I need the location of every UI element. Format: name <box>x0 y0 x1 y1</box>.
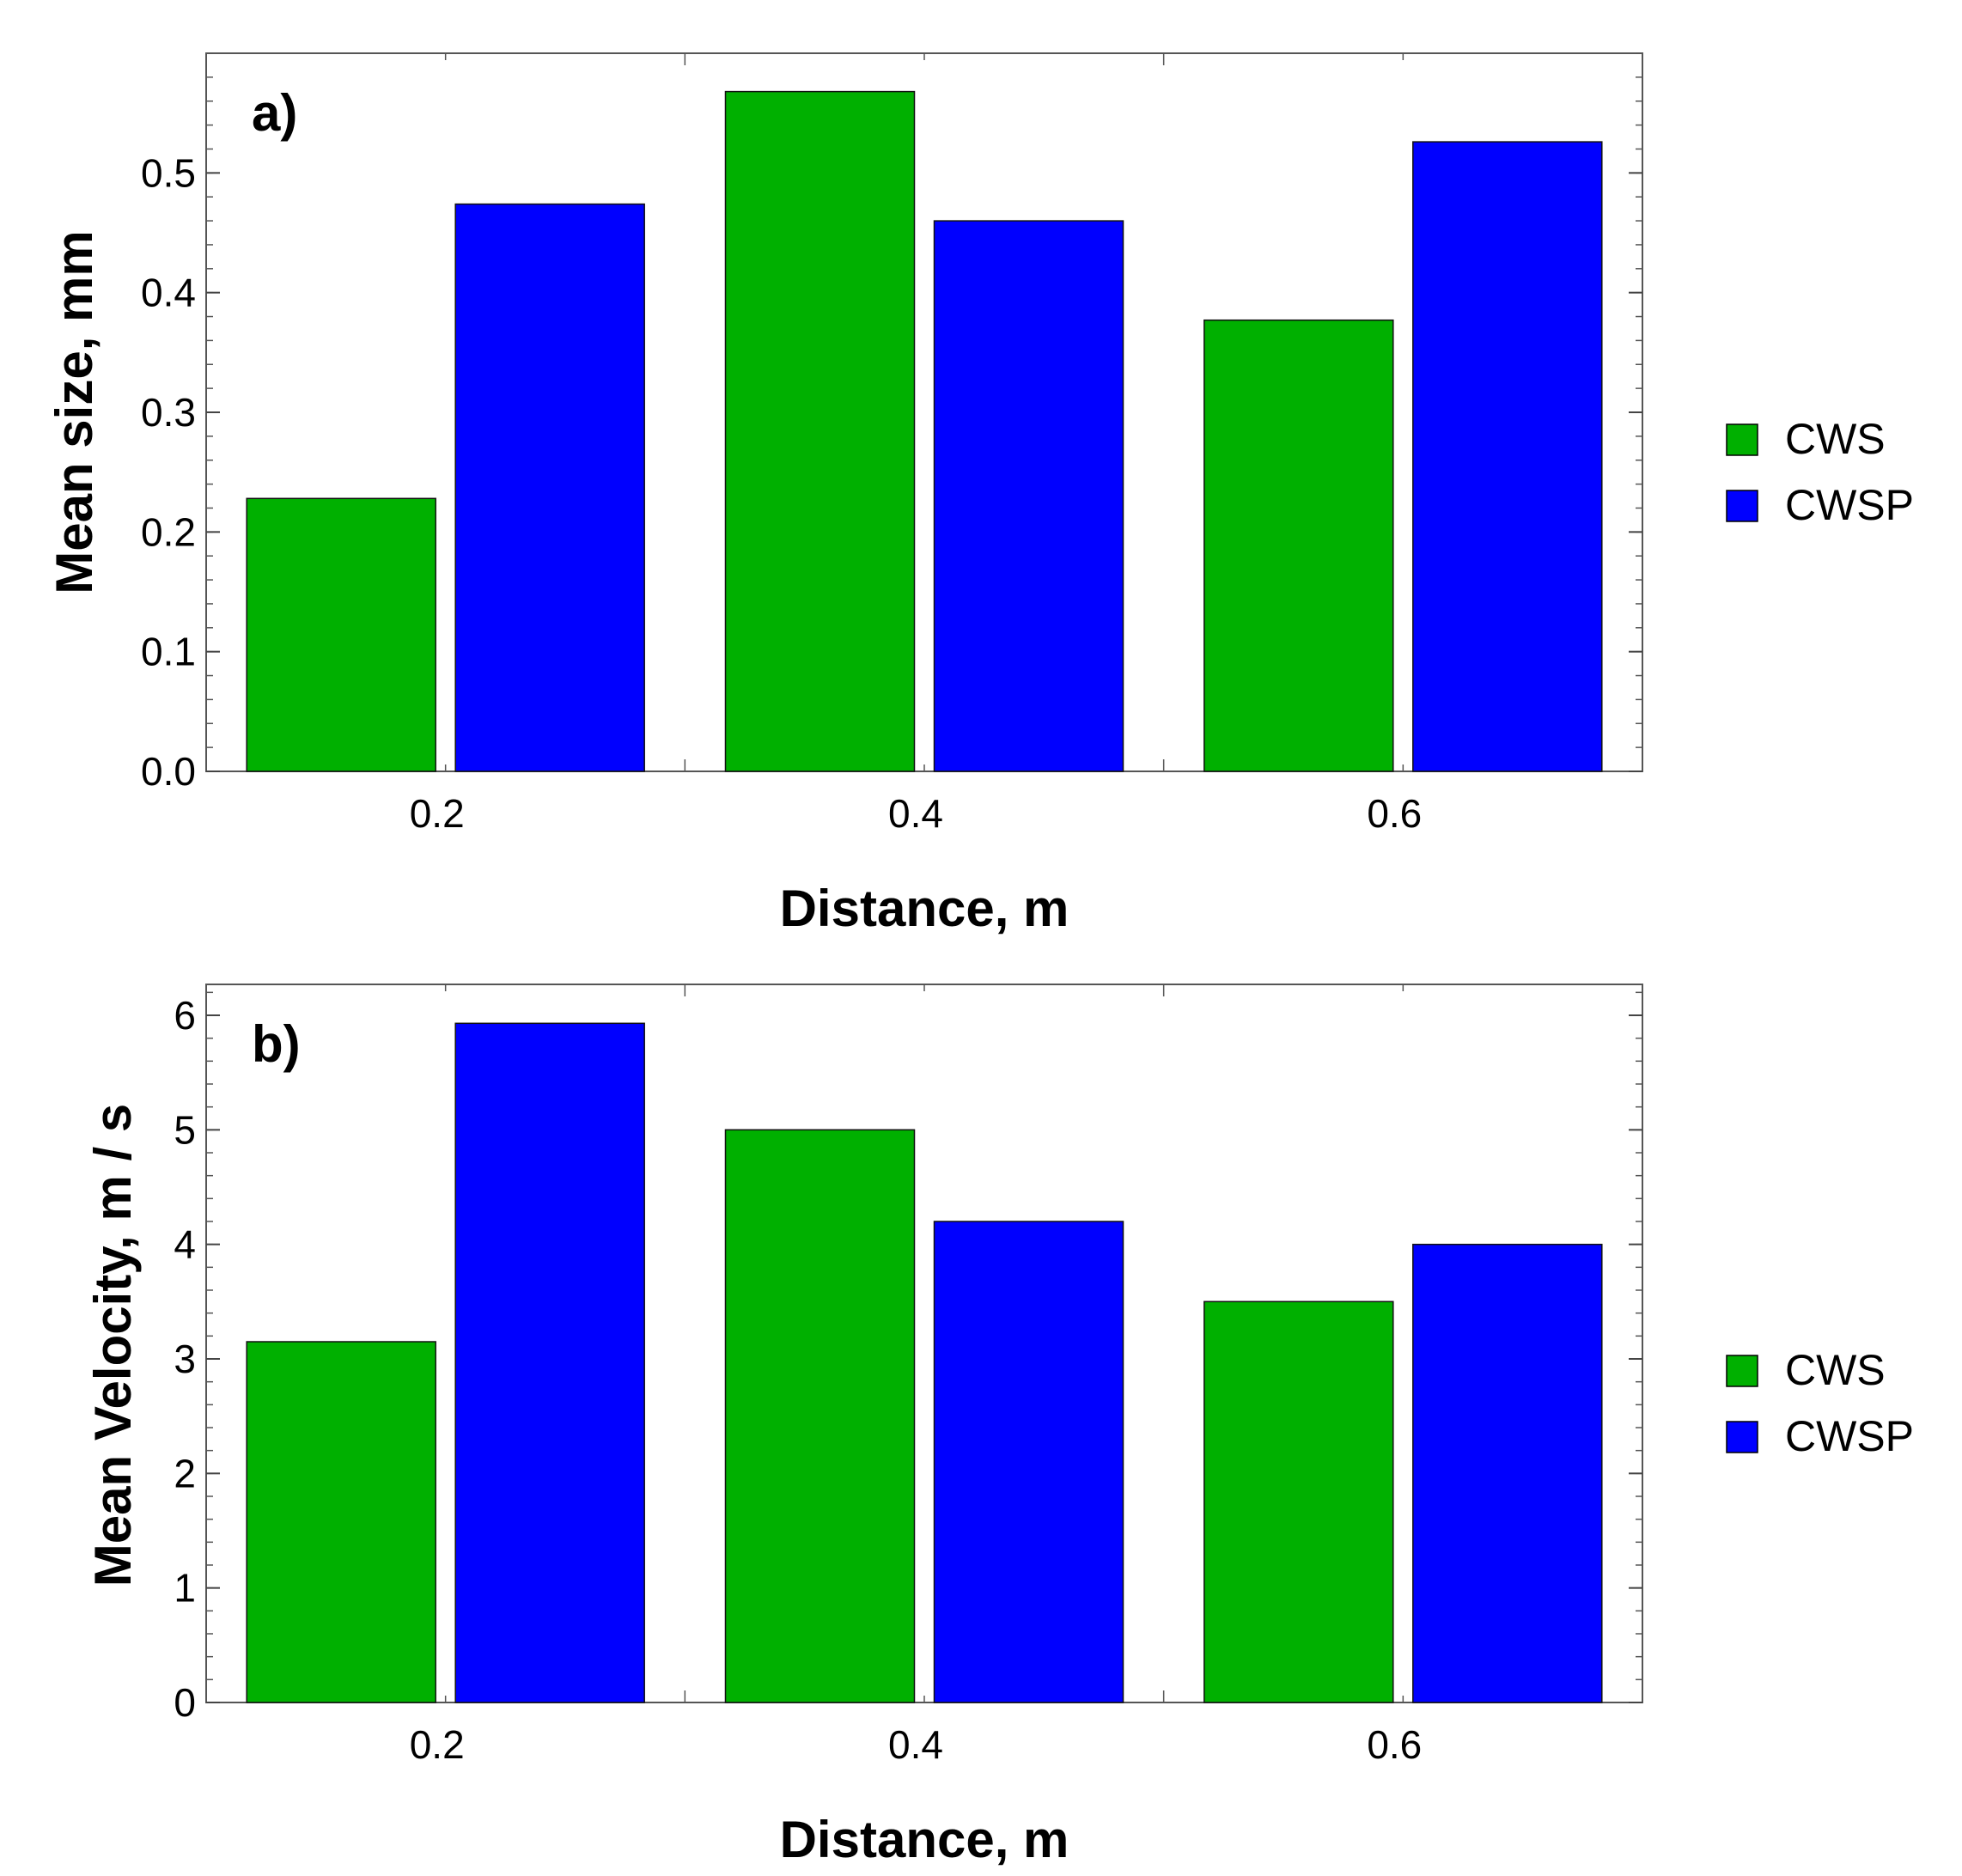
bar-cwsp-0.6 <box>1412 1243 1603 1703</box>
chart-panel-b: 0 1 2 3 4 5 6 0.2 0.4 0.6 b) Distance, m Mean Ve… <box>84 984 1914 1868</box>
y-tick-label: 0.2 <box>141 509 196 554</box>
y-tick-label: 3 <box>174 1337 196 1381</box>
bar-cwsp-0.6 <box>1412 141 1603 772</box>
bar-cwsp-0.2 <box>454 1022 645 1703</box>
y-axis-title: Mean Velocity, m / s <box>84 1104 142 1587</box>
y-tick-label: 4 <box>174 1222 196 1267</box>
y-tick-label: 0.0 <box>141 749 196 794</box>
y-tick-label: 0.4 <box>141 271 196 315</box>
y-tick-label: 5 <box>174 1107 196 1152</box>
legend-label-cws: CWS <box>1785 1346 1886 1394</box>
chart-panel-a: 0.0 0.1 0.2 0.3 0.4 0.5 0.2 0.4 0.6 a) Distance… <box>46 52 1914 937</box>
x-tick-label: 0.2 <box>410 791 465 836</box>
bars-group <box>246 1022 1603 1703</box>
x-tick-label: 0.6 <box>1367 791 1422 836</box>
legend-swatch-cws <box>1726 1355 1758 1387</box>
bar-cws-0.2 <box>246 497 436 772</box>
legend: CWS CWSP <box>1726 1346 1914 1460</box>
x-tick-label: 0.2 <box>410 1722 465 1767</box>
legend-swatch-cwsp <box>1726 1421 1758 1453</box>
bar-cws-0.4 <box>724 90 916 772</box>
panel-label: a) <box>252 84 297 142</box>
x-tick-label: 0.4 <box>888 1722 943 1767</box>
plot-area-frame <box>205 52 1643 772</box>
x-tick-labels: 0.2 0.4 0.6 <box>410 1722 1423 1767</box>
legend-swatch-cws <box>1726 423 1758 456</box>
bar-cwsp-0.2 <box>454 203 645 772</box>
y-tick-label: 0.3 <box>141 390 196 435</box>
x-axis-title: Distance, m <box>780 1811 1069 1868</box>
x-axis-title: Distance, m <box>780 880 1069 937</box>
y-tick-label: 6 <box>174 993 196 1038</box>
x-tick-label: 0.4 <box>888 791 943 836</box>
y-tick-label: 0.5 <box>141 150 196 195</box>
y-tick-label: 1 <box>174 1566 196 1611</box>
y-tick-label: 2 <box>174 1451 196 1495</box>
x-tick-labels: 0.2 0.4 0.6 <box>410 791 1423 836</box>
bar-cws-0.4 <box>724 1129 916 1703</box>
y-tick-labels: 0 1 2 3 4 5 6 <box>174 993 196 1725</box>
bar-cws-0.6 <box>1203 319 1394 772</box>
y-tick-label: 0 <box>174 1680 196 1725</box>
bar-cwsp-0.4 <box>933 1221 1124 1703</box>
y-tick-labels: 0.0 0.1 0.2 0.3 0.4 0.5 <box>141 150 196 794</box>
legend-label-cwsp: CWSP <box>1785 1412 1914 1460</box>
axis-ticks <box>206 984 1642 1703</box>
panel-label: b) <box>252 1015 301 1073</box>
y-tick-label: 0.1 <box>141 630 196 674</box>
legend-label-cwsp: CWSP <box>1785 481 1914 529</box>
legend-label-cws: CWS <box>1785 415 1886 463</box>
legend: CWS CWSP <box>1726 415 1914 529</box>
y-axis-title: Mean size, mm <box>46 230 103 594</box>
legend-swatch-cwsp <box>1726 490 1758 522</box>
axis-ticks <box>206 52 1642 772</box>
x-tick-label: 0.6 <box>1367 1722 1422 1767</box>
bar-cws-0.2 <box>246 1341 436 1703</box>
bar-cwsp-0.4 <box>933 220 1124 772</box>
bars-group <box>246 90 1603 772</box>
bar-cws-0.6 <box>1203 1300 1394 1703</box>
plot-area-frame <box>205 984 1643 1703</box>
